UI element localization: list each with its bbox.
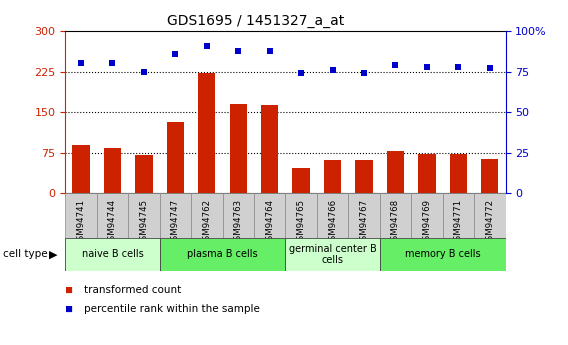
Bar: [160, 238, 285, 271]
Point: [77, 61, 86, 66]
Point: [139, 69, 148, 74]
Point: [391, 62, 400, 68]
Bar: [348, 193, 380, 238]
Bar: [380, 238, 506, 271]
Bar: [167, 122, 184, 193]
Text: transformed count: transformed count: [84, 285, 181, 295]
Point: [485, 66, 494, 71]
Text: GSM94762: GSM94762: [202, 199, 211, 246]
Text: percentile rank within the sample: percentile rank within the sample: [84, 304, 260, 314]
Point: [296, 70, 306, 76]
Bar: [324, 160, 341, 193]
Bar: [293, 168, 310, 193]
Point: [233, 48, 243, 53]
Bar: [65, 193, 97, 238]
Text: ▶: ▶: [49, 249, 57, 259]
Text: GSM94747: GSM94747: [171, 199, 180, 246]
Bar: [160, 193, 191, 238]
Bar: [198, 73, 215, 193]
Bar: [418, 154, 436, 193]
Text: GSM94765: GSM94765: [296, 199, 306, 246]
Bar: [442, 193, 474, 238]
Text: GSM94767: GSM94767: [360, 199, 369, 246]
Bar: [450, 154, 467, 193]
Bar: [380, 193, 411, 238]
Point: [454, 64, 463, 69]
Text: GSM94766: GSM94766: [328, 199, 337, 246]
Bar: [356, 160, 373, 193]
Text: memory B cells: memory B cells: [405, 249, 481, 259]
Bar: [104, 148, 121, 193]
Bar: [261, 105, 278, 193]
Point: [360, 70, 369, 76]
Text: plasma B cells: plasma B cells: [187, 249, 258, 259]
Point: [328, 67, 337, 73]
Text: GSM94772: GSM94772: [485, 199, 494, 246]
Bar: [191, 193, 223, 238]
Bar: [254, 193, 285, 238]
Text: GSM94763: GSM94763: [234, 199, 243, 246]
Bar: [411, 193, 442, 238]
Bar: [317, 193, 348, 238]
Bar: [387, 151, 404, 193]
Point: [171, 51, 180, 57]
Text: GSM94745: GSM94745: [139, 199, 148, 246]
Text: cell type: cell type: [3, 249, 48, 259]
Bar: [285, 193, 317, 238]
Text: ◾: ◾: [65, 304, 73, 314]
Text: naive B cells: naive B cells: [82, 249, 143, 259]
Point: [423, 64, 432, 69]
Bar: [285, 238, 380, 271]
Text: GDS1695 / 1451327_a_at: GDS1695 / 1451327_a_at: [167, 14, 344, 28]
Bar: [65, 238, 160, 271]
Bar: [135, 155, 153, 193]
Bar: [474, 193, 506, 238]
Text: GSM94769: GSM94769: [423, 199, 432, 246]
Bar: [481, 159, 499, 193]
Bar: [229, 104, 247, 193]
Text: GSM94764: GSM94764: [265, 199, 274, 246]
Text: GSM94768: GSM94768: [391, 199, 400, 246]
Text: GSM94744: GSM94744: [108, 199, 117, 246]
Point: [108, 61, 117, 66]
Point: [202, 43, 211, 48]
Text: GSM94771: GSM94771: [454, 199, 463, 246]
Point: [265, 48, 274, 53]
Text: ◾: ◾: [65, 285, 73, 295]
Bar: [72, 145, 90, 193]
Bar: [128, 193, 160, 238]
Text: germinal center B
cells: germinal center B cells: [289, 244, 377, 265]
Bar: [97, 193, 128, 238]
Text: GSM94741: GSM94741: [77, 199, 86, 246]
Bar: [223, 193, 254, 238]
